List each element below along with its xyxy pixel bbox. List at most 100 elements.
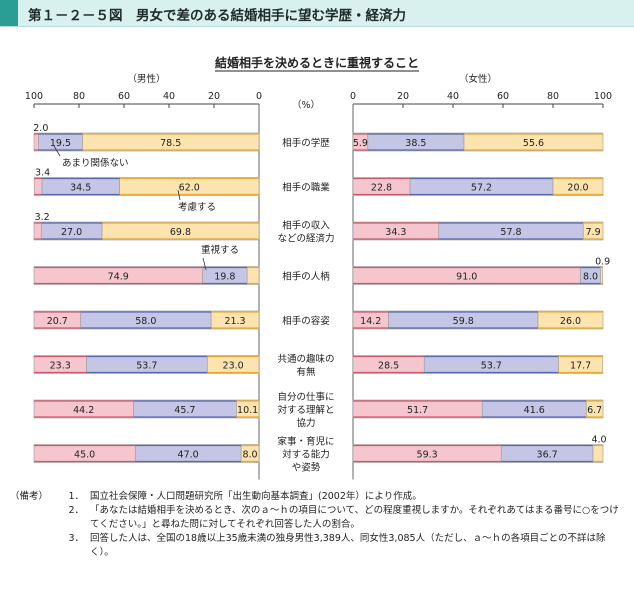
legend-callout-label: 考慮する — [178, 201, 216, 213]
category-label: 家事・育児に対する能力や姿勢 — [277, 436, 334, 474]
data-label: 62.0 — [179, 183, 200, 194]
data-label: 3.4 — [35, 168, 50, 179]
data-label: 38.5 — [405, 138, 426, 149]
data-label: 19.5 — [50, 138, 71, 149]
category-label-line: 家事・育児に — [277, 436, 334, 448]
x-tick-label: 60 — [118, 91, 130, 102]
bar-segment — [33, 310, 81, 330]
x-tick-label: 20 — [208, 91, 220, 102]
note-row-2: 2． 「あなたは結婚相手を決めるとき、次のａ～ｈの項目について、どの程度重視しま… — [10, 504, 622, 532]
data-label: 44.2 — [73, 405, 94, 416]
bar-segment — [552, 177, 604, 196]
bar-segment — [585, 399, 604, 419]
category-label: 相手の収入などの経済力 — [277, 220, 334, 245]
data-label: 57.8 — [500, 227, 521, 238]
x-tick-label: 100 — [25, 91, 43, 102]
category-label: 相手の容姿 — [282, 315, 330, 327]
notes-head-spacer — [10, 532, 60, 560]
category-label-line: 相手の収入 — [282, 220, 330, 232]
category-label-line: 相手の職業 — [282, 182, 330, 194]
legend-callout-line — [202, 257, 207, 271]
data-label: 47.0 — [178, 450, 199, 461]
bar-segment — [33, 221, 42, 241]
figure-title: 第１－２－５図 男女で差のある結婚相手に望む学歴・経済力 — [28, 8, 406, 24]
data-label: 53.7 — [136, 361, 157, 372]
data-label: 36.7 — [537, 450, 558, 461]
category-label: 自分の仕事に対する理解と協力 — [277, 391, 334, 429]
note-text: 国立社会保障・人口問題研究所「出生動向基本調査」(2002年）により作成。 — [90, 491, 422, 502]
note-number: 2． — [68, 505, 84, 516]
data-label: 59.8 — [453, 316, 474, 327]
data-label: 20.7 — [47, 316, 68, 327]
data-label: 74.9 — [108, 272, 129, 283]
data-label: 23.3 — [50, 361, 71, 372]
data-label: 14.2 — [360, 316, 381, 327]
legend-callout-line — [177, 189, 181, 201]
x-tick-label: 0 — [350, 91, 356, 102]
legend-callout-label: あまり関係ない — [62, 158, 129, 169]
category-label-line: 共通の趣味の — [277, 353, 334, 365]
x-tick-label: 80 — [73, 91, 85, 102]
data-label: 45.7 — [174, 405, 195, 416]
data-label: 17.7 — [570, 361, 591, 372]
data-label: 41.6 — [524, 405, 545, 416]
x-tick-label: 40 — [163, 91, 175, 102]
data-label: 8.0 — [242, 450, 257, 461]
category-label-line: 相手の容姿 — [282, 315, 330, 327]
bar-segment — [33, 399, 134, 419]
category-label-line: 対する能力 — [282, 449, 330, 461]
panel-label: （男性） — [127, 73, 165, 85]
note-text: 「あなたは結婚相手を決めるとき、次のａ～ｈの項目について、どの程度重視しますか。… — [90, 505, 619, 530]
panel-label: （女性） — [459, 73, 497, 85]
figure-title-bar: 第１－２－５図 男女で差のある結婚相手に望む学歴・経済力 — [0, 0, 634, 27]
data-label: 23.0 — [223, 361, 244, 372]
data-label: 0.9 — [595, 257, 610, 268]
category-label: 相手の学歴 — [282, 137, 330, 149]
data-label: 45.0 — [74, 450, 95, 461]
data-label: 19.8 — [214, 272, 235, 283]
x-tick-label: 60 — [497, 91, 509, 102]
data-label: 55.6 — [523, 138, 544, 149]
category-label-line: などの経済力 — [277, 233, 334, 245]
data-label: 69.8 — [170, 227, 191, 238]
bar-segment — [33, 266, 203, 285]
data-label: 27.0 — [61, 227, 82, 238]
legend-callout-line — [53, 145, 61, 157]
data-label: 58.0 — [135, 316, 156, 327]
bar-segment — [600, 266, 604, 285]
bar-segment — [558, 355, 604, 374]
notes-head-spacer — [10, 504, 60, 532]
note-row-1: （備考） 1． 国立社会保障・人口問題研究所「出生動向基本調査」(2002年）に… — [10, 490, 622, 504]
bar-segment — [33, 177, 43, 196]
category-label: 相手の人柄 — [282, 271, 330, 283]
data-label: 91.0 — [456, 272, 477, 283]
category-label-line: 有無 — [296, 366, 316, 378]
data-label: 5.9 — [353, 138, 368, 149]
note-number: 3． — [68, 533, 84, 544]
data-label: 57.2 — [471, 183, 492, 194]
data-label: 78.5 — [160, 138, 181, 149]
data-label: 8.0 — [583, 272, 598, 283]
data-label: 34.3 — [385, 227, 406, 238]
data-label: 2.0 — [33, 123, 48, 134]
data-label: 26.0 — [560, 316, 581, 327]
category-label-line: や姿勢 — [292, 462, 321, 474]
category-label: 共通の趣味の有無 — [277, 353, 334, 378]
data-label: 21.3 — [224, 316, 245, 327]
category-label-line: 協力 — [296, 417, 315, 429]
data-label: 34.5 — [70, 183, 91, 194]
category-label-line: 対する理解と — [277, 404, 334, 416]
category-label: 相手の職業 — [282, 182, 330, 194]
bar-segment — [537, 310, 604, 330]
x-tick-label: 40 — [447, 91, 459, 102]
x-tick-label: 0 — [256, 91, 262, 102]
chart-title: 結婚相手を決めるときに重視すること — [215, 55, 419, 70]
data-label: 6.7 — [587, 405, 602, 416]
title-accent-block — [0, 0, 18, 26]
x-tick-label: 20 — [397, 91, 409, 102]
category-label-line: 相手の学歴 — [282, 137, 330, 149]
bar-segment — [33, 444, 136, 463]
bar-segment — [33, 355, 87, 374]
data-label: 7.9 — [586, 227, 601, 238]
data-label: 22.8 — [371, 183, 392, 194]
